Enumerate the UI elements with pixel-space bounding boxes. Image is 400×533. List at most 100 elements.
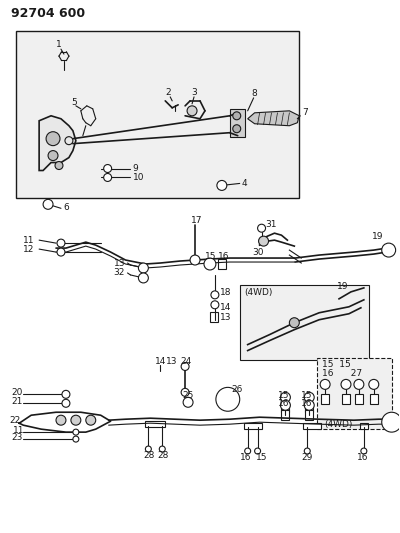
Text: 21: 21: [11, 397, 23, 406]
Text: 20: 20: [11, 388, 23, 397]
Text: 7: 7: [302, 108, 308, 117]
Circle shape: [382, 243, 396, 257]
Text: 16: 16: [240, 453, 251, 462]
Text: (4WD): (4WD): [324, 419, 352, 429]
Circle shape: [382, 412, 400, 432]
Text: 16: 16: [301, 399, 313, 408]
Circle shape: [48, 151, 58, 160]
Circle shape: [304, 400, 314, 410]
Circle shape: [369, 379, 379, 389]
Polygon shape: [39, 116, 76, 171]
Text: 16: 16: [218, 252, 229, 261]
Bar: [305, 410, 313, 420]
Circle shape: [280, 400, 290, 410]
Text: 26: 26: [232, 385, 243, 394]
Text: 19: 19: [372, 232, 383, 241]
Text: 16: 16: [357, 453, 368, 462]
Circle shape: [211, 291, 219, 299]
Text: 15: 15: [205, 252, 216, 261]
Bar: [282, 410, 289, 420]
Circle shape: [73, 429, 79, 435]
Bar: [282, 402, 289, 412]
Circle shape: [187, 106, 197, 116]
Circle shape: [211, 301, 219, 309]
Text: 9: 9: [132, 164, 138, 173]
Bar: [16, 31, 299, 198]
Text: 2: 2: [165, 88, 171, 98]
Circle shape: [304, 448, 310, 454]
Circle shape: [159, 446, 165, 452]
Circle shape: [56, 415, 66, 425]
Bar: [317, 358, 392, 429]
Circle shape: [258, 236, 268, 246]
Circle shape: [145, 446, 151, 452]
Text: 12: 12: [23, 245, 35, 254]
Text: 15  15: 15 15: [322, 360, 351, 369]
Bar: [244, 423, 262, 429]
Circle shape: [183, 397, 193, 407]
Text: 32: 32: [114, 269, 125, 278]
Circle shape: [233, 112, 241, 120]
Circle shape: [57, 239, 65, 247]
Circle shape: [258, 224, 266, 232]
Text: 1: 1: [56, 39, 62, 49]
Bar: [342, 394, 350, 404]
Bar: [305, 402, 313, 412]
Text: 30: 30: [253, 247, 264, 256]
Text: 23: 23: [11, 433, 23, 442]
Circle shape: [255, 448, 260, 454]
Circle shape: [62, 399, 70, 407]
Text: 5: 5: [71, 99, 77, 107]
Text: 15: 15: [278, 391, 289, 400]
Circle shape: [181, 362, 189, 370]
Circle shape: [217, 181, 227, 190]
Text: 15: 15: [256, 453, 267, 462]
Circle shape: [57, 248, 65, 256]
Circle shape: [233, 125, 241, 133]
Text: 16: 16: [278, 399, 289, 408]
Bar: [303, 423, 321, 429]
Text: 15: 15: [301, 391, 313, 400]
Circle shape: [181, 389, 189, 397]
Circle shape: [289, 318, 299, 328]
Circle shape: [138, 263, 148, 273]
Circle shape: [354, 379, 364, 389]
Text: 11: 11: [13, 426, 25, 434]
Text: 18: 18: [220, 288, 231, 297]
Circle shape: [190, 255, 200, 265]
Circle shape: [204, 258, 216, 270]
Text: (4WD): (4WD): [245, 288, 273, 297]
Text: 11: 11: [23, 236, 35, 245]
Circle shape: [138, 273, 148, 283]
Text: 13: 13: [114, 259, 125, 268]
Text: 3: 3: [191, 88, 197, 98]
Circle shape: [216, 387, 240, 411]
Text: 16      27: 16 27: [322, 369, 362, 378]
Text: 13: 13: [166, 357, 178, 366]
Text: 31: 31: [266, 220, 277, 229]
Bar: [230, 109, 245, 136]
Circle shape: [43, 199, 53, 209]
Bar: [210, 312, 218, 322]
Text: 28: 28: [157, 450, 169, 459]
Bar: [355, 394, 363, 404]
Text: 25: 25: [182, 391, 194, 400]
Text: 14: 14: [155, 357, 167, 366]
Bar: [145, 421, 165, 427]
Circle shape: [104, 173, 112, 181]
Circle shape: [55, 161, 63, 169]
Circle shape: [104, 165, 112, 173]
Circle shape: [304, 392, 314, 402]
Circle shape: [361, 448, 367, 454]
Text: 13: 13: [220, 313, 231, 322]
Circle shape: [73, 436, 79, 442]
Bar: [240, 285, 369, 360]
Polygon shape: [248, 111, 299, 126]
Text: 28: 28: [143, 450, 155, 459]
Text: 24: 24: [180, 357, 191, 366]
Circle shape: [320, 379, 330, 389]
Bar: [321, 394, 329, 404]
Text: 22: 22: [9, 416, 20, 425]
Text: 19: 19: [337, 282, 348, 292]
Bar: [370, 394, 378, 404]
